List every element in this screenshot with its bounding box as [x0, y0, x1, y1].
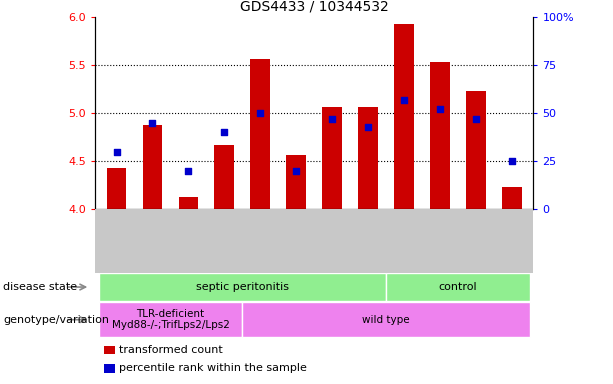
Point: [327, 116, 337, 122]
Text: control: control: [438, 282, 477, 292]
FancyBboxPatch shape: [99, 273, 386, 301]
Text: GSM599852: GSM599852: [507, 212, 517, 272]
Point: [507, 158, 517, 164]
Text: GSM599848: GSM599848: [363, 212, 373, 271]
Text: GSM599841: GSM599841: [112, 212, 121, 271]
Bar: [215, 145, 234, 209]
Text: GSM599844: GSM599844: [219, 212, 229, 271]
Text: GSM599846: GSM599846: [291, 212, 301, 271]
Bar: [322, 107, 342, 209]
Text: genotype/variation: genotype/variation: [3, 314, 109, 325]
Point: [399, 97, 409, 103]
Bar: [107, 168, 126, 209]
Point: [363, 124, 373, 130]
Text: TLR-deficient
Myd88-/-;TrifLps2/Lps2: TLR-deficient Myd88-/-;TrifLps2/Lps2: [112, 309, 229, 331]
Bar: [104, 346, 115, 354]
FancyBboxPatch shape: [242, 302, 530, 337]
Bar: [394, 24, 414, 209]
Bar: [143, 125, 162, 209]
Bar: [286, 155, 306, 209]
Bar: [104, 364, 115, 372]
Text: GSM599851: GSM599851: [471, 212, 481, 271]
Text: GSM599845: GSM599845: [255, 212, 265, 271]
Point: [291, 168, 301, 174]
Bar: [430, 63, 450, 209]
Text: septic peritonitis: septic peritonitis: [196, 282, 289, 292]
Point: [471, 116, 481, 122]
Point: [183, 168, 193, 174]
FancyBboxPatch shape: [386, 273, 530, 301]
Point: [256, 110, 265, 116]
Text: percentile rank within the sample: percentile rank within the sample: [119, 363, 307, 373]
Title: GDS4433 / 10344532: GDS4433 / 10344532: [240, 0, 389, 13]
Bar: [178, 197, 198, 209]
Bar: [358, 107, 378, 209]
Bar: [250, 59, 270, 209]
Point: [219, 129, 229, 136]
Text: GSM599843: GSM599843: [183, 212, 194, 271]
Text: GSM599842: GSM599842: [148, 212, 158, 271]
Point: [435, 106, 445, 113]
Text: transformed count: transformed count: [119, 345, 223, 355]
Text: disease state: disease state: [3, 282, 77, 292]
Bar: [466, 91, 485, 209]
Point: [148, 120, 158, 126]
FancyBboxPatch shape: [99, 302, 242, 337]
Text: GSM599850: GSM599850: [435, 212, 445, 271]
Text: GSM599847: GSM599847: [327, 212, 337, 271]
Point: [112, 149, 121, 155]
Text: GSM599849: GSM599849: [399, 212, 409, 271]
Text: wild type: wild type: [362, 314, 410, 325]
Bar: [502, 187, 522, 209]
